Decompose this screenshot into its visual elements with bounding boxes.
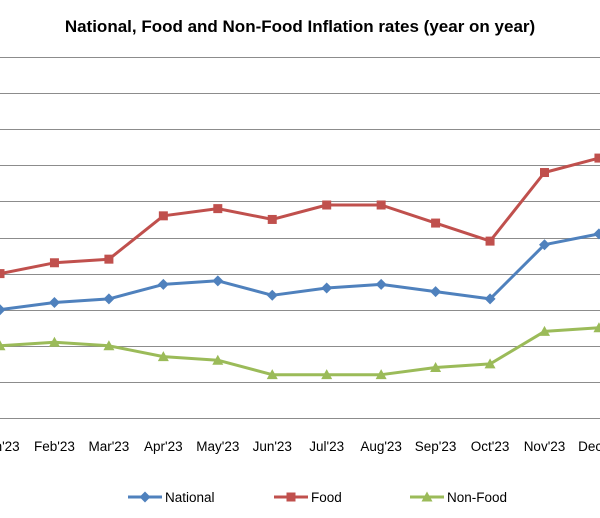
x-tick-label: Nov'23: [524, 439, 566, 454]
x-axis-tick-labels: Jan'23 Feb'23 Mar'23 Apr'23 May'23 Jun'23 Jul'…: [0, 439, 600, 454]
x-tick-label: Jun'23: [253, 439, 292, 454]
data-point-marker: [267, 214, 277, 224]
x-tick-label: Sep'23: [415, 439, 457, 454]
data-point-marker: [539, 325, 550, 336]
data-point-marker: [321, 282, 333, 294]
data-point-marker: [376, 200, 386, 210]
data-point-marker: [213, 204, 223, 214]
data-point-marker: [593, 322, 600, 333]
data-point-marker: [431, 218, 441, 228]
legend-item-non-food: Non-Food: [410, 490, 507, 505]
legend: National Food Non-Food: [128, 490, 507, 505]
data-point-marker: [157, 278, 169, 290]
legend-label: Food: [311, 490, 342, 505]
x-tick-label: Mar'23: [88, 439, 129, 454]
series-national: [0, 228, 600, 316]
data-point-marker: [430, 286, 442, 298]
series-non-food: [0, 322, 600, 380]
chart-title: National, Food and Non-Food Inflation ra…: [65, 17, 535, 36]
x-tick-label: Oct'23: [471, 439, 510, 454]
data-point-marker: [266, 289, 278, 301]
data-point-marker: [421, 491, 433, 502]
x-tick-label: Jan'23: [0, 439, 20, 454]
x-tick-label: Jul'23: [309, 439, 344, 454]
data-point-marker: [0, 340, 6, 351]
data-point-marker: [266, 369, 278, 380]
data-point-marker: [48, 296, 60, 308]
data-point-marker: [212, 354, 224, 365]
data-point-marker: [594, 153, 600, 163]
data-point-marker: [375, 369, 387, 380]
data-point-marker: [103, 340, 115, 351]
data-point-marker: [0, 304, 6, 316]
x-tick-label: May'23: [196, 439, 239, 454]
series-line-non-food: [0, 326, 600, 377]
data-point-marker: [375, 278, 387, 290]
data-point-marker: [157, 351, 169, 362]
x-tick-label: Aug'23: [360, 439, 402, 454]
series-food: [0, 153, 600, 279]
data-point-marker: [322, 200, 332, 210]
legend-label: National: [165, 490, 215, 505]
legend-item-food: Food: [274, 490, 342, 505]
series-line-national: [0, 232, 600, 312]
x-tick-label: Feb'23: [34, 439, 75, 454]
legend-label: Non-Food: [447, 490, 507, 505]
data-point-marker: [104, 254, 114, 264]
data-point-marker: [286, 492, 296, 502]
data-point-marker: [103, 293, 115, 305]
data-point-marker: [158, 211, 168, 221]
data-point-marker: [139, 491, 151, 503]
legend-item-national: National: [128, 490, 215, 505]
data-point-marker: [540, 168, 549, 178]
data-point-marker: [48, 336, 60, 347]
data-point-marker: [484, 358, 496, 369]
series-line-food: [0, 156, 600, 276]
data-point-marker: [485, 236, 495, 246]
data-point-marker: [49, 258, 59, 268]
data-point-marker: [484, 293, 496, 305]
x-tick-label: Apr'23: [144, 439, 183, 454]
data-point-marker: [321, 369, 333, 380]
data-point-marker: [593, 228, 600, 240]
x-tick-label: Dec'23: [578, 439, 600, 454]
data-point-marker: [0, 269, 5, 279]
series-layer: [0, 153, 600, 380]
data-point-marker: [430, 361, 442, 372]
data-point-marker: [212, 275, 224, 287]
data-point-marker: [539, 239, 550, 251]
